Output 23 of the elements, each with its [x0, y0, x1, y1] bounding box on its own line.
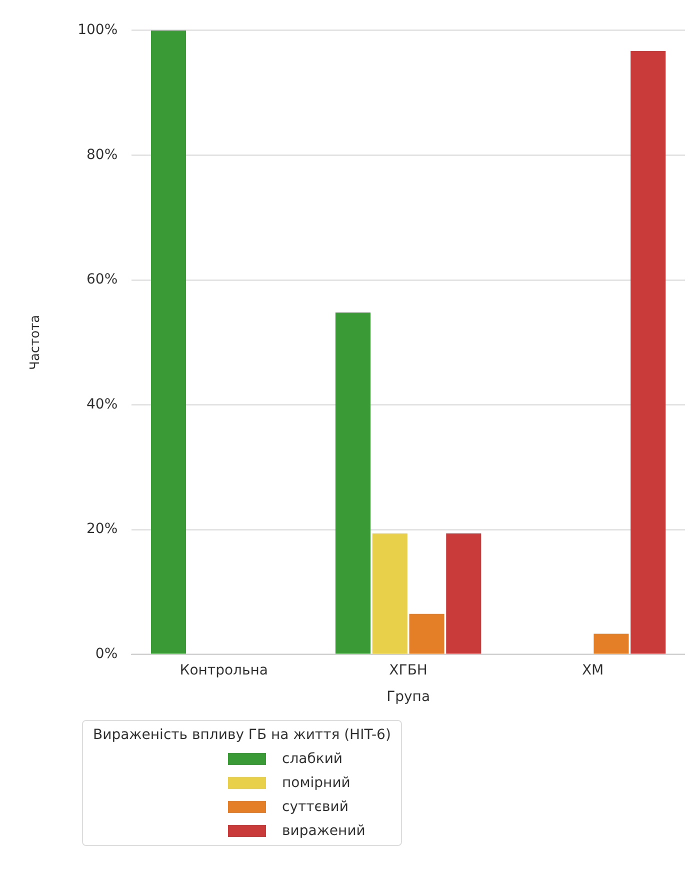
y-tick-label: 20% [86, 521, 118, 538]
bar [372, 533, 408, 654]
y-tick-label: 0% [95, 646, 118, 662]
bar [446, 533, 482, 654]
y-tick-label: 100% [78, 22, 118, 38]
legend-title: Вираженість впливу ГБ на життя (HIT-6) [93, 727, 391, 743]
y-axis-title: Частота [28, 314, 44, 370]
x-tick-label: Контрольна [180, 662, 268, 678]
bar [630, 50, 666, 654]
bar [409, 614, 444, 654]
legend-label: слабкий [282, 751, 343, 767]
y-tick-label: 60% [86, 272, 118, 288]
y-tick-label: 80% [86, 146, 118, 163]
legend-label: суттєвий [282, 799, 348, 815]
bar [335, 312, 370, 654]
bar [594, 634, 629, 654]
x-axis-title: Група [386, 689, 430, 706]
legend-label: виражений [282, 823, 366, 839]
x-tick-label: ХМ [582, 662, 604, 678]
bar [150, 30, 186, 654]
x-tick-label: ХГБН [389, 662, 428, 678]
y-tick-label: 40% [86, 396, 118, 412]
legend-label: помірний [282, 775, 350, 791]
